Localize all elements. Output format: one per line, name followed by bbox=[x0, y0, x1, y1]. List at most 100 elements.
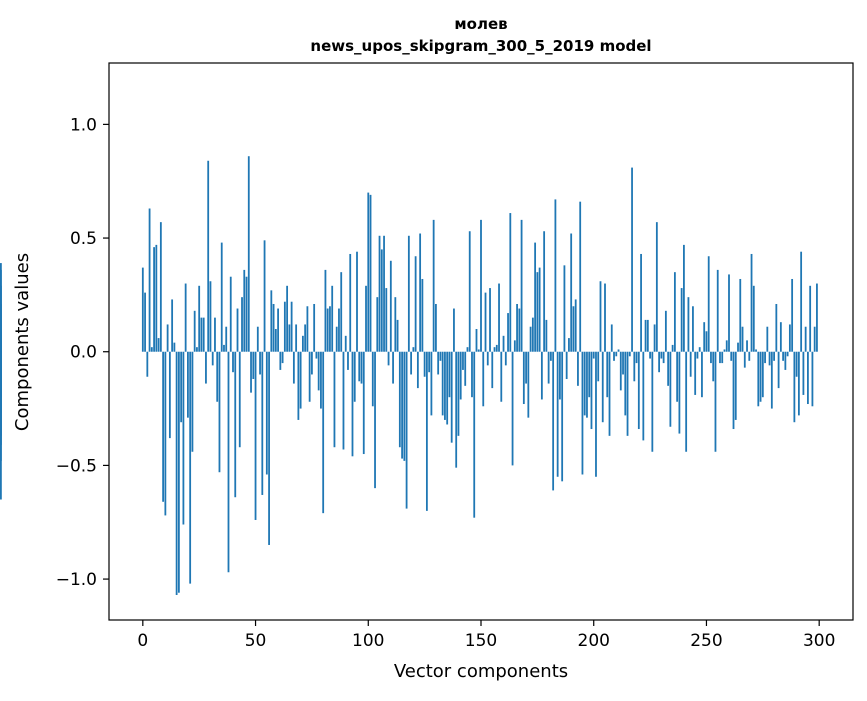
bar-57 bbox=[270, 290, 273, 352]
x-tick-label: 50 bbox=[245, 631, 267, 651]
bar-55 bbox=[265, 351, 268, 475]
bar-162 bbox=[507, 313, 509, 352]
bar-46 bbox=[245, 276, 248, 352]
bar-76 bbox=[313, 303, 316, 352]
bar-277 bbox=[766, 326, 769, 352]
bar-4 bbox=[150, 347, 153, 352]
bar-182 bbox=[552, 351, 555, 491]
bar-248 bbox=[701, 351, 703, 398]
bar-118 bbox=[407, 235, 410, 352]
bar-110 bbox=[389, 260, 392, 352]
bar-157 bbox=[495, 344, 498, 352]
bar-225 bbox=[649, 351, 651, 359]
bar-107 bbox=[383, 235, 385, 352]
bar-244 bbox=[692, 306, 694, 352]
bar-166 bbox=[516, 303, 518, 352]
bar-122 bbox=[416, 351, 419, 389]
bar-119 bbox=[410, 351, 413, 375]
bar-undefined bbox=[0, 285, 2, 352]
bar-197 bbox=[586, 351, 588, 418]
bar-63 bbox=[283, 301, 286, 352]
bar-161 bbox=[504, 351, 507, 366]
bar-200 bbox=[592, 351, 595, 359]
bar-179 bbox=[545, 319, 548, 352]
bar-34 bbox=[218, 351, 221, 473]
bar-undefined bbox=[0, 351, 2, 500]
bar-268 bbox=[746, 340, 748, 352]
bar-141 bbox=[459, 351, 462, 400]
bar-174 bbox=[534, 242, 537, 352]
bar-8 bbox=[159, 222, 162, 352]
bar-281 bbox=[775, 303, 778, 352]
bar-219 bbox=[635, 351, 638, 364]
bars-group bbox=[0, 156, 818, 595]
bar-132 bbox=[439, 351, 442, 361]
bar-152 bbox=[484, 292, 487, 352]
bar-274 bbox=[759, 351, 762, 402]
bar-39 bbox=[229, 276, 232, 352]
bar-3 bbox=[148, 208, 151, 352]
bar-153 bbox=[486, 351, 489, 366]
bar-15 bbox=[175, 351, 178, 595]
bar-257 bbox=[721, 351, 724, 364]
bar-40 bbox=[232, 351, 234, 373]
bar-80 bbox=[322, 351, 325, 514]
bar-81 bbox=[324, 269, 327, 352]
bar-218 bbox=[633, 351, 636, 382]
bar-224 bbox=[646, 319, 649, 352]
bar-77 bbox=[315, 351, 318, 359]
bar-25 bbox=[198, 285, 201, 352]
bar-229 bbox=[658, 351, 661, 373]
bar-290 bbox=[795, 351, 798, 377]
bar-24 bbox=[196, 347, 198, 352]
bar-129 bbox=[432, 219, 435, 352]
bar-82 bbox=[326, 308, 329, 352]
bar-160 bbox=[502, 335, 505, 352]
bar-1 bbox=[144, 292, 146, 352]
bar-74 bbox=[308, 351, 311, 402]
bar-102 bbox=[371, 351, 374, 407]
bar-7 bbox=[157, 338, 160, 352]
bar-196 bbox=[583, 351, 586, 416]
bar-28 bbox=[205, 351, 207, 384]
bar-69 bbox=[297, 351, 300, 420]
bar-163 bbox=[509, 213, 512, 352]
bar-72 bbox=[304, 324, 307, 352]
bar-23 bbox=[193, 310, 196, 352]
bar-139 bbox=[455, 351, 458, 468]
bar-67 bbox=[292, 351, 295, 384]
bar-113 bbox=[396, 319, 399, 352]
bar-177 bbox=[540, 351, 543, 400]
bar-47 bbox=[247, 156, 250, 352]
bar-205 bbox=[604, 283, 606, 352]
bar-254 bbox=[714, 351, 717, 452]
bar-273 bbox=[757, 351, 760, 407]
bar-65 bbox=[288, 324, 291, 352]
bar-115 bbox=[401, 351, 403, 459]
bar-214 bbox=[624, 351, 627, 416]
bar-32 bbox=[214, 317, 216, 352]
bar-246 bbox=[696, 351, 699, 359]
bar-138 bbox=[453, 308, 455, 352]
bar-127 bbox=[428, 351, 431, 373]
bar-283 bbox=[779, 322, 782, 352]
bar-45 bbox=[243, 269, 246, 352]
bar-140 bbox=[457, 351, 460, 436]
bar-19 bbox=[184, 283, 187, 352]
bar-88 bbox=[340, 272, 343, 352]
bar-31 bbox=[211, 351, 214, 366]
bar-27 bbox=[202, 317, 205, 352]
bar-276 bbox=[764, 351, 766, 364]
bar-169 bbox=[522, 351, 525, 405]
bar-256 bbox=[719, 351, 721, 364]
bar-227 bbox=[653, 324, 656, 352]
bar-111 bbox=[392, 351, 394, 384]
bar-270 bbox=[750, 253, 753, 352]
bar-190 bbox=[570, 233, 573, 352]
bar-20 bbox=[187, 351, 189, 418]
bar-252 bbox=[710, 351, 712, 364]
bar-154 bbox=[489, 288, 491, 352]
bar-232 bbox=[664, 310, 667, 352]
